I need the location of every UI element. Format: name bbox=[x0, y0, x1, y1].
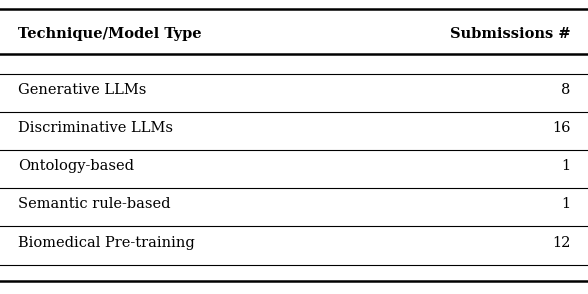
Text: 16: 16 bbox=[552, 121, 570, 135]
Text: Technique/Model Type: Technique/Model Type bbox=[18, 27, 201, 41]
Text: 12: 12 bbox=[552, 235, 570, 250]
Text: 1: 1 bbox=[561, 159, 570, 173]
Text: Generative LLMs: Generative LLMs bbox=[18, 83, 146, 97]
Text: Discriminative LLMs: Discriminative LLMs bbox=[18, 121, 173, 135]
Text: Semantic rule-based: Semantic rule-based bbox=[18, 197, 170, 211]
Text: Biomedical Pre-training: Biomedical Pre-training bbox=[18, 235, 195, 250]
Text: Submissions #: Submissions # bbox=[450, 27, 570, 41]
Text: 1: 1 bbox=[561, 197, 570, 211]
Text: Ontology-based: Ontology-based bbox=[18, 159, 133, 173]
Text: 8: 8 bbox=[561, 83, 570, 97]
